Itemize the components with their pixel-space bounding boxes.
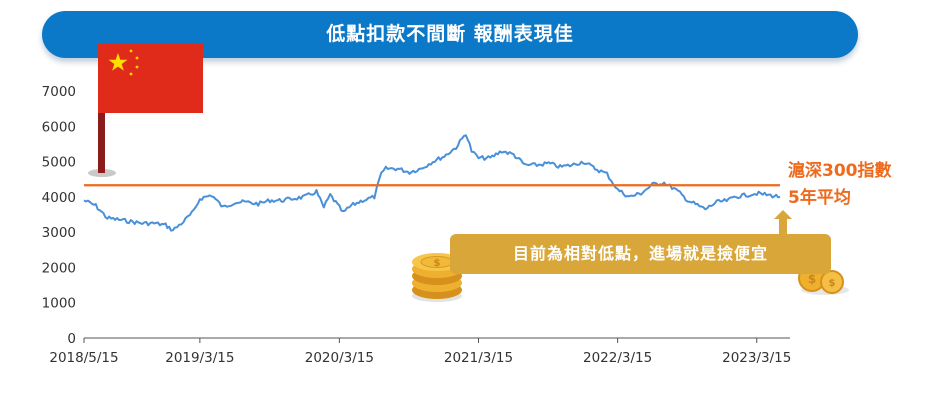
- x-tick-label: 2023/3/15: [722, 350, 791, 366]
- y-tick-labels: 0 1000 2000 3000 4000 5000 6000 7000: [42, 84, 76, 347]
- x-tick-label: 2021/3/15: [444, 350, 513, 366]
- y-tick-label: 2000: [42, 260, 76, 276]
- y-tick-label: 4000: [42, 190, 76, 206]
- y-tick-label: 0: [67, 331, 76, 347]
- average-line-label: 滬深300指數 5年平均: [788, 158, 892, 212]
- y-tick-label: 3000: [42, 225, 76, 241]
- x-tick-label: 2019/3/15: [165, 350, 234, 366]
- x-tick-label: 2018/5/15: [49, 350, 118, 366]
- callout-text: 目前為相對低點，進場就是撿便宜: [512, 244, 768, 263]
- x-tick-label: 2020/3/15: [305, 350, 374, 366]
- series-group: [83, 134, 781, 232]
- average-line-label-index: 滬深300指數: [788, 161, 892, 181]
- y-tick-label: 6000: [42, 119, 76, 135]
- china-flag-icon: [88, 44, 203, 177]
- y-tick-label: 5000: [42, 155, 76, 171]
- y-tick-label: 1000: [42, 296, 76, 312]
- average-line-label-period: 5年平均: [788, 188, 851, 208]
- svg-text:$: $: [808, 272, 816, 286]
- y-tick-label: 7000: [42, 84, 76, 100]
- x-tick-label: 2022/3/15: [583, 350, 652, 366]
- svg-text:$: $: [829, 278, 836, 289]
- banner-title: 低點扣款不間斷 報酬表現佳: [326, 23, 574, 45]
- series-line-index: [83, 134, 781, 232]
- callout-box: 目前為相對低點，進場就是撿便宜: [450, 234, 831, 274]
- coin-stack-icon: $: [412, 253, 462, 302]
- x-tick-labels: 2018/5/15 2019/3/15 2020/3/15 2021/3/15 2022…: [49, 338, 791, 366]
- svg-text:$: $: [434, 258, 441, 269]
